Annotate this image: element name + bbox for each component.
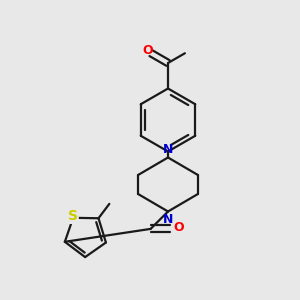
Text: N: N (163, 213, 173, 226)
Text: O: O (173, 221, 184, 234)
Text: O: O (142, 44, 153, 57)
Text: S: S (68, 209, 78, 223)
Text: N: N (163, 143, 173, 156)
